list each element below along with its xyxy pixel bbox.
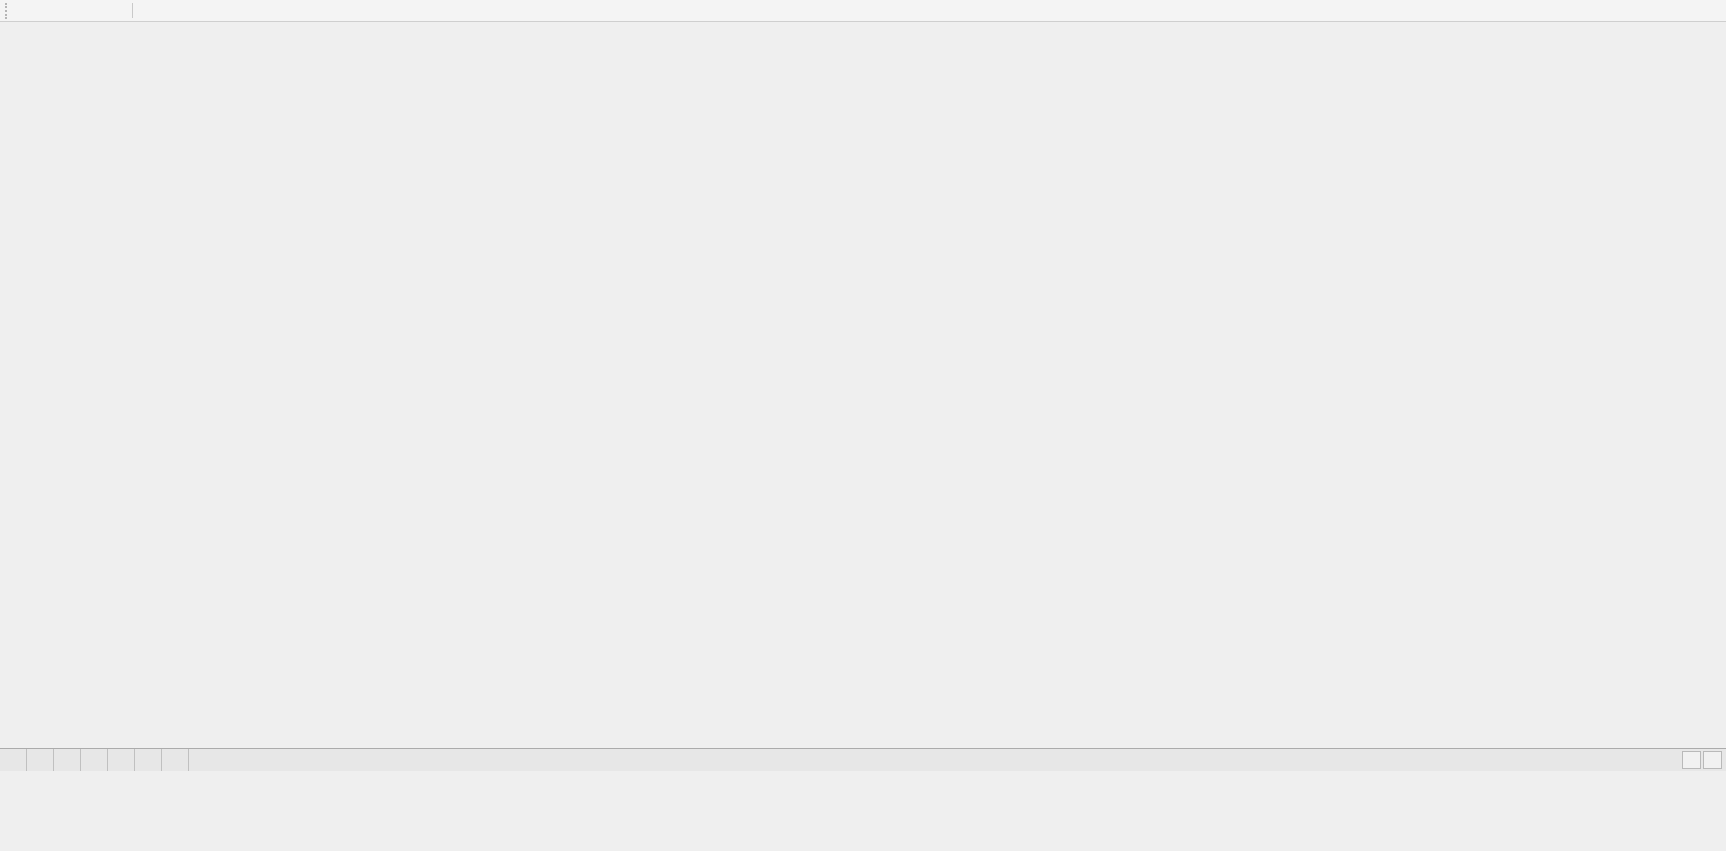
- tab-scroll-left-icon[interactable]: [1682, 751, 1701, 769]
- chart-tab-usdcnh[interactable]: [27, 749, 54, 771]
- toolbar-grip[interactable]: [5, 2, 12, 19]
- chart-tab-eurusd[interactable]: [54, 749, 81, 771]
- toolbar-separator: [132, 3, 133, 18]
- toolbar: [0, 0, 1726, 22]
- chart-tab-usdcad[interactable]: [108, 749, 135, 771]
- window-background: [0, 771, 1726, 851]
- tab-scroll-right-icon[interactable]: [1703, 751, 1722, 769]
- macd-indicator-label: [6, 634, 12, 646]
- chart-tab-xauusd[interactable]: [135, 749, 162, 771]
- chart-tab-usdchf[interactable]: [0, 749, 27, 771]
- chart-tab-audusd[interactable]: [81, 749, 108, 771]
- rsi-indicator-label: [6, 548, 12, 560]
- chart-tabbar: [0, 748, 1726, 771]
- chart-title: [7, 26, 31, 40]
- chart-tab-usoil[interactable]: [162, 749, 189, 771]
- tabbar-scroll: [1682, 749, 1726, 771]
